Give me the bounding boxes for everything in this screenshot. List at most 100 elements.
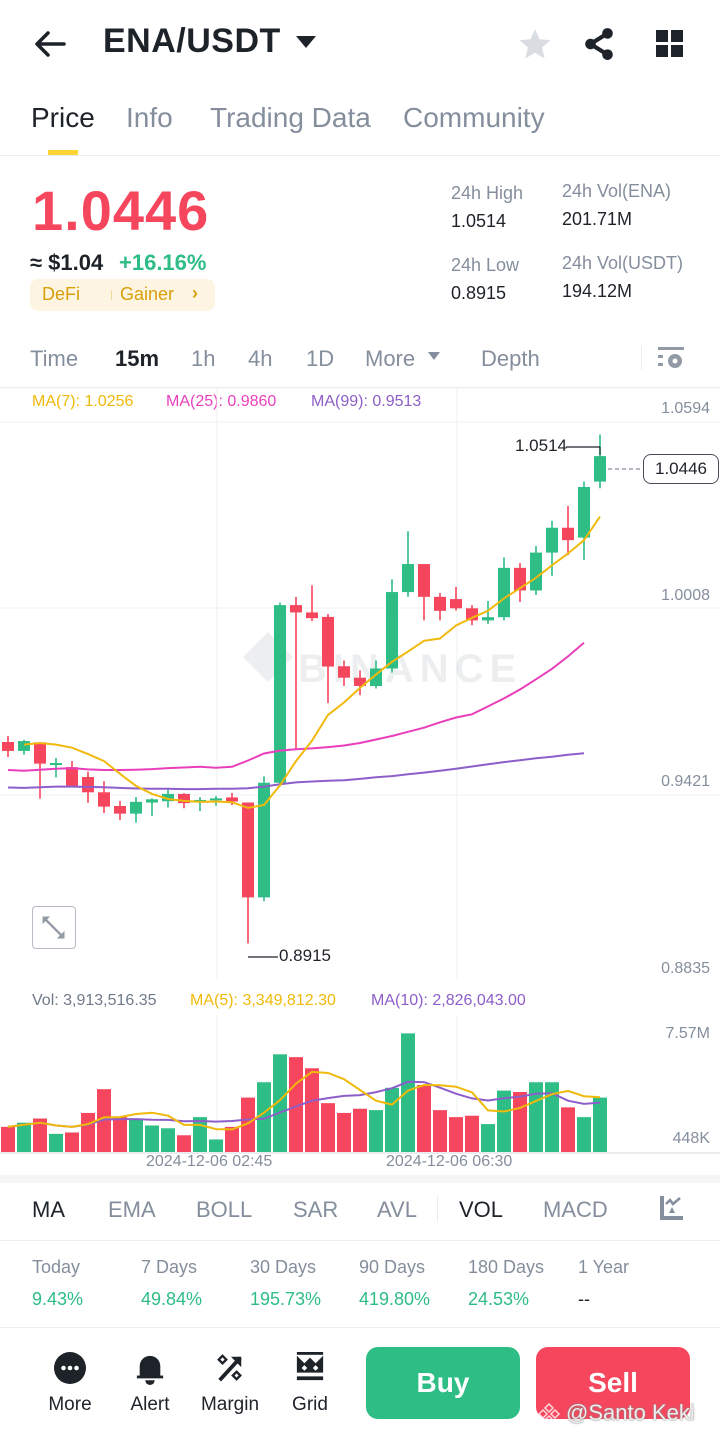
- perf-value-today: 9.43%: [32, 1289, 84, 1309]
- bell-icon: [136, 1355, 164, 1385]
- fullscreen-button[interactable]: [32, 906, 76, 949]
- ma7-legend: MA(7): 1.0256: [32, 393, 134, 410]
- price-axis-label: 1.0594: [661, 400, 710, 417]
- bottom-more-button[interactable]: [35, 1352, 105, 1389]
- perf-label-30d: 30 Days: [250, 1257, 317, 1277]
- divider: [0, 1327, 720, 1328]
- time-axis-label: 2024-12-06 06:30: [386, 1153, 513, 1170]
- header: ENA/USDT: [0, 0, 720, 90]
- interval-1d[interactable]: 1D: [306, 346, 335, 371]
- caret-down-icon[interactable]: [428, 352, 440, 360]
- time-axis-label: 2024-12-06 02:45: [146, 1153, 273, 1170]
- low-marker-label: 0.8915: [279, 946, 331, 965]
- grid-trading-icon: [296, 1352, 324, 1381]
- change-percent: +16.16%: [119, 250, 207, 275]
- tag-gainer[interactable]: Gainer: [120, 284, 175, 304]
- bottom-alert-button[interactable]: [115, 1352, 185, 1391]
- main-tabs: Price Info Trading Data Community: [0, 96, 720, 156]
- bottom-margin-button[interactable]: [195, 1352, 265, 1389]
- bottom-alert-label[interactable]: Alert: [130, 1394, 170, 1415]
- margin-percent-icon: [217, 1354, 242, 1382]
- vol-legend: Vol: 3,913,516.35: [32, 992, 157, 1009]
- tag-chip[interactable]: DeFi Gainer: [30, 279, 215, 311]
- bottom-more-label[interactable]: More: [48, 1394, 92, 1415]
- perf-label-today: Today: [32, 1257, 81, 1277]
- pair-title[interactable]: ENA/USDT: [103, 22, 281, 60]
- tab-trading-data[interactable]: Trading Data: [210, 102, 371, 133]
- vol-axis-label: 7.57M: [665, 1025, 710, 1042]
- chart-settings-icon[interactable]: [658, 346, 686, 370]
- tab-info[interactable]: Info: [126, 102, 173, 133]
- high-value: 1.0514: [451, 211, 507, 231]
- vol-base-label: 24h Vol(ENA): [562, 181, 672, 201]
- indicator-macd[interactable]: MACD: [543, 1197, 608, 1222]
- vol-quote-label: 24h Vol(USDT): [562, 253, 684, 273]
- tag-separator: [111, 290, 112, 300]
- price-axis-label: 0.8835: [661, 960, 710, 977]
- back-arrow-icon[interactable]: [30, 24, 70, 64]
- indicator-settings-icon[interactable]: [660, 1196, 684, 1220]
- perf-value-90d: 419.80%: [359, 1289, 431, 1309]
- high-label: 24h High: [451, 183, 524, 203]
- divider: [437, 1196, 438, 1222]
- interval-time[interactable]: Time: [30, 346, 79, 371]
- caret-down-icon[interactable]: [296, 36, 316, 48]
- indicator-boll[interactable]: BOLL: [196, 1197, 253, 1222]
- vol-quote-value: 194.12M: [562, 281, 633, 301]
- interval-15m[interactable]: 15m: [115, 346, 160, 371]
- indicator-bar: [0, 1175, 720, 1241]
- interval-4h[interactable]: 4h: [248, 346, 273, 371]
- volume-chart[interactable]: [0, 1015, 720, 1155]
- perf-label-1y: 1 Year: [578, 1257, 630, 1277]
- low-label: 24h Low: [451, 255, 520, 275]
- low-value: 0.8915: [451, 283, 507, 303]
- fiat-value: ≈ $1.04: [30, 250, 104, 275]
- bottom-grid-label[interactable]: Grid: [292, 1394, 328, 1415]
- share-icon[interactable]: [582, 26, 616, 62]
- active-tab-indicator: [48, 150, 78, 155]
- indicator-vol[interactable]: VOL: [459, 1197, 504, 1222]
- indicator-avl[interactable]: AVL: [377, 1197, 417, 1222]
- interval-1h[interactable]: 1h: [191, 346, 216, 371]
- perf-label-180d: 180 Days: [468, 1257, 545, 1277]
- price-axis-label: 0.9421: [661, 773, 710, 790]
- tab-community[interactable]: Community: [403, 102, 545, 133]
- current-price-tag[interactable]: 1.0446: [643, 454, 719, 484]
- sell-button[interactable]: Sell: [536, 1347, 690, 1419]
- indicator-sar[interactable]: SAR: [293, 1197, 339, 1222]
- ma99-legend: MA(99): 0.9513: [311, 393, 422, 410]
- perf-value-7d: 49.84%: [141, 1289, 203, 1309]
- perf-label-90d: 90 Days: [359, 1257, 426, 1277]
- perf-label-7d: 7 Days: [141, 1257, 198, 1277]
- candlestick-chart[interactable]: BINANCE: [0, 380, 720, 980]
- svg-text:BINANCE: BINANCE: [298, 647, 522, 691]
- divider: [641, 346, 642, 370]
- high-marker-label: 1.0514: [515, 436, 567, 455]
- indicator-ema[interactable]: EMA: [108, 1197, 156, 1222]
- binance-logo-icon: [537, 1402, 561, 1426]
- star-icon[interactable]: [518, 27, 552, 61]
- vol-ma10-legend: MA(10): 2,826,043.00: [371, 992, 526, 1009]
- expand-icon: [42, 916, 65, 939]
- more-dots-icon: [54, 1352, 86, 1384]
- vol-ma5-legend: MA(5): 3,349,812.30: [190, 992, 336, 1009]
- interval-depth[interactable]: Depth: [481, 346, 540, 371]
- tag-defi[interactable]: DeFi: [42, 284, 81, 304]
- tab-price[interactable]: Price: [31, 102, 95, 133]
- indicator-ma[interactable]: MA: [32, 1197, 65, 1222]
- perf-value-30d: 195.73%: [250, 1289, 322, 1309]
- bottom-margin-label[interactable]: Margin: [200, 1394, 260, 1415]
- ma25-legend: MA(25): 0.9860: [166, 393, 277, 410]
- bottom-grid-button[interactable]: [275, 1352, 345, 1387]
- last-price: 1.0446: [32, 179, 210, 242]
- vol-base-value: 201.71M: [562, 209, 633, 229]
- price-axis-label: 1.0008: [661, 587, 710, 604]
- user-watermark: @Santo Keki: [566, 1400, 695, 1425]
- chevron-right-icon[interactable]: ›: [192, 283, 198, 303]
- binance-watermark: BINANCE: [243, 632, 522, 691]
- interval-more[interactable]: More: [365, 346, 416, 371]
- vol-axis-label: 448K: [672, 1130, 710, 1147]
- perf-value-180d: 24.53%: [468, 1289, 530, 1309]
- buy-button[interactable]: Buy: [366, 1347, 520, 1419]
- grid-icon[interactable]: [656, 30, 684, 58]
